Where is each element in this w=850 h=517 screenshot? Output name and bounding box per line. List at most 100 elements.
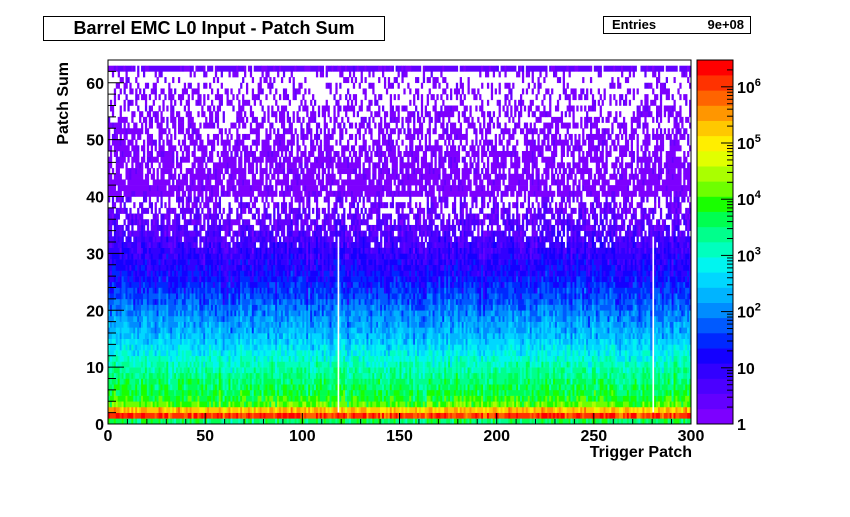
heatmap-cell <box>576 395 579 402</box>
heatmap-cell <box>619 367 622 374</box>
heatmap-cell <box>347 304 350 311</box>
heatmap-cell <box>521 372 525 379</box>
heatmap-cell <box>650 350 653 357</box>
heatmap-cell <box>477 418 480 425</box>
heatmap-cell <box>438 344 441 351</box>
heatmap-cell <box>174 315 185 322</box>
heatmap-cell <box>572 401 575 408</box>
heatmap-cell <box>615 304 618 311</box>
heatmap-cell <box>387 418 391 425</box>
heatmap-cell <box>277 304 286 311</box>
heatmap-cell <box>315 338 323 345</box>
heatmap-cell <box>391 355 394 362</box>
heatmap-cell <box>193 321 196 328</box>
heatmap-cell <box>551 344 554 351</box>
heatmap-cell <box>521 344 527 351</box>
heatmap-cell <box>436 389 441 396</box>
heatmap-cell <box>352 338 356 345</box>
heatmap-cell <box>683 350 686 357</box>
heatmap-cell <box>176 355 179 362</box>
heatmap-cell <box>463 350 466 357</box>
heatmap-cell <box>564 367 571 374</box>
heatmap-cell <box>673 333 676 339</box>
heatmap-cell <box>212 281 216 288</box>
heatmap-cell <box>628 338 632 345</box>
heatmap-cell <box>399 344 404 351</box>
heatmap-cell <box>560 384 565 391</box>
heatmap-cell <box>615 315 618 322</box>
heatmap-cell <box>370 378 373 385</box>
heatmap-cell <box>177 378 181 385</box>
heatmap-cell <box>432 293 437 300</box>
heatmap-cell <box>352 378 359 385</box>
heatmap-cell <box>179 327 183 334</box>
heatmap-cell <box>556 355 560 362</box>
heatmap-cell <box>622 378 626 385</box>
heatmap-cell <box>389 418 394 425</box>
heatmap-cell <box>201 344 204 351</box>
heatmap-cell <box>661 389 665 396</box>
heatmap-cell <box>580 333 583 339</box>
heatmap-cell <box>348 372 352 379</box>
heatmap-cell <box>659 384 663 391</box>
heatmap-cell <box>648 384 653 391</box>
heatmap-cell <box>485 321 488 328</box>
heatmap-cell <box>473 361 476 368</box>
heatmap-cell <box>183 378 187 385</box>
heatmap-cell <box>201 384 204 391</box>
heatmap-cell <box>315 287 321 294</box>
heatmap-cell <box>339 412 344 419</box>
heatmap-cell <box>158 310 161 317</box>
heatmap-cell <box>201 333 204 339</box>
heatmap-cell <box>382 389 387 396</box>
heatmap-cell <box>372 298 375 305</box>
heatmap-cell <box>621 315 624 322</box>
heatmap-cell <box>426 287 429 294</box>
heatmap-cell <box>605 338 608 345</box>
heatmap-cell <box>656 367 659 374</box>
heatmap-cell <box>617 372 620 379</box>
heatmap-cell <box>463 372 468 379</box>
heatmap-cell <box>459 418 462 425</box>
heatmap-cell <box>257 401 260 408</box>
heatmap-cell <box>624 378 630 385</box>
heatmap-cell <box>290 367 293 374</box>
heatmap-cell <box>669 327 672 334</box>
heatmap-cell <box>144 350 150 357</box>
heatmap-cell <box>312 406 315 413</box>
heatmap-cell <box>685 418 688 425</box>
heatmap-cell <box>156 281 169 288</box>
heatmap-cell <box>401 315 404 322</box>
heatmap-cell <box>426 315 431 322</box>
heatmap-cell <box>628 293 632 300</box>
heatmap-cell <box>531 344 534 351</box>
heatmap-cell <box>265 298 272 305</box>
heatmap-cell <box>554 338 558 345</box>
heatmap-cell <box>203 372 206 379</box>
heatmap-cell <box>681 361 684 368</box>
heatmap-cell <box>566 310 571 317</box>
heatmap-cell <box>286 315 290 322</box>
heatmap-cell <box>335 418 338 425</box>
heatmap-cell <box>597 378 600 385</box>
heatmap-cell <box>347 298 350 305</box>
heatmap-cell <box>244 384 247 391</box>
heatmap-cell <box>383 384 387 391</box>
heatmap-cell <box>654 350 661 357</box>
heatmap-cell <box>451 355 455 362</box>
heatmap-cell <box>247 327 251 334</box>
heatmap-cell <box>434 406 437 413</box>
heatmap-cell <box>131 304 134 311</box>
heatmap-cell <box>304 338 307 345</box>
heatmap-cell <box>510 412 517 419</box>
heatmap-cell <box>218 327 222 334</box>
heatmap-cell <box>446 304 449 311</box>
heatmap-cell <box>195 389 198 396</box>
heatmap-cell <box>306 372 309 379</box>
heatmap-cell <box>234 338 237 345</box>
heatmap-cell <box>244 333 249 339</box>
heatmap-cell <box>603 350 606 357</box>
heatmap-cell <box>500 401 505 408</box>
heatmap-cell <box>255 327 258 334</box>
heatmap-cell <box>504 401 507 408</box>
